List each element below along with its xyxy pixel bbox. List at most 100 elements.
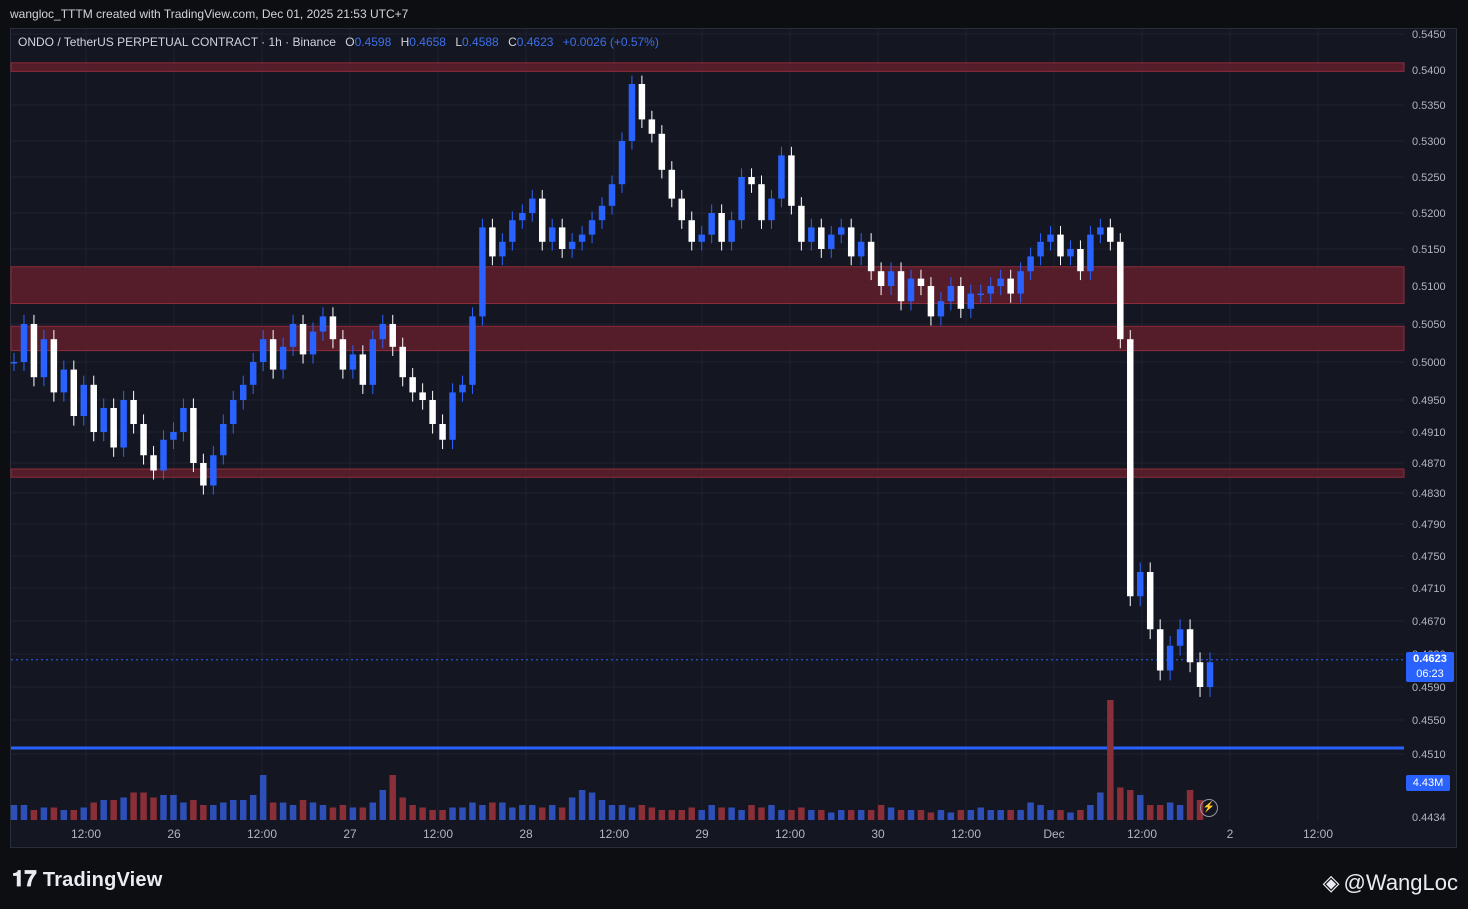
watermark-text: @WangLoc [1343,870,1458,895]
candle-body [1166,645,1174,671]
chart-panel[interactable] [10,28,1457,848]
candle-body [778,155,785,199]
volume-bar [489,802,496,820]
candle-body [748,177,755,185]
volume-bar [1047,810,1054,820]
candle-body [519,213,526,221]
candle-body [1077,249,1084,272]
volume-bar [529,805,536,820]
volume-bar [220,802,227,820]
candle-body [997,278,1004,286]
volume-bar [818,810,825,820]
volume-bar [798,807,805,820]
candle-body [818,227,825,249]
low-key: L [455,35,463,49]
volume-bar [80,807,88,820]
volume-bar [1146,805,1154,820]
volume-bar [618,805,626,820]
change-value: +0.0026 (+0.57%) [562,35,659,49]
candle-body [1067,249,1074,257]
candle-body [658,133,666,170]
high-value: 0.4658 [409,35,446,49]
volume-bar [708,805,715,820]
candle-body [90,384,97,432]
candle-body [120,400,127,448]
candle-body [1196,662,1204,687]
candle-body [409,377,416,393]
price-tick-label: 0.4910 [1412,427,1446,439]
price-tick-label: 0.5300 [1412,136,1446,148]
resistance-zone [10,325,1405,352]
volume-bar [379,790,387,820]
candle-body [688,220,695,242]
volume-bar [538,807,546,820]
volume-bar [429,810,436,820]
candle-body [977,293,985,296]
candle-body [200,463,207,486]
candle-body [469,316,476,385]
candle-body [828,234,835,249]
volume-bar [120,797,127,820]
symbol-name[interactable]: ONDO / TetherUS PERPETUAL CONTRACT · 1h … [18,35,336,49]
volume-bar [499,802,506,820]
candle-body [967,293,975,309]
watermark: ◈ @WangLoc [1323,870,1458,896]
volume-bar [728,807,735,820]
volume-bar [339,805,347,820]
candle-body [917,278,925,286]
price-tick-label: 0.5000 [1412,357,1446,369]
volume-bar [1017,810,1024,820]
resistance-zone [10,62,1405,72]
price-tick-label: 0.4750 [1412,551,1446,563]
volume-bar [349,807,357,820]
volume-bar [997,810,1004,820]
volume-bar [897,810,905,820]
candle-body [140,424,147,456]
volume-bar [479,805,486,820]
time-tick-label: 29 [695,827,709,841]
candle-body [568,241,576,249]
volume-bar [100,800,107,820]
volume-bar [927,812,935,820]
volume-bar [937,810,945,820]
volume-bar [389,775,396,820]
volume-bar [419,807,426,820]
candle-body [638,84,646,120]
volume-bar [648,807,656,820]
volume-tag: 4.43M [1406,775,1450,791]
volume-bar [598,800,606,820]
candle-body [1136,572,1144,597]
volume-bar [130,792,137,820]
volume-bar [309,802,317,820]
candle-body [628,84,636,141]
candle-body [808,227,815,242]
candle-body [279,346,287,370]
candle-body [1027,256,1034,272]
volume-bar [70,810,78,820]
bolt-icon[interactable]: ⚡ [1200,799,1218,817]
candle-body [160,439,167,471]
price-tick-label: 0.5100 [1412,281,1446,293]
volume-bar [319,805,327,820]
candle-body [180,408,187,432]
candle-body [369,339,377,385]
candle-body [309,331,317,355]
candle-body [847,227,855,257]
volume-bar [887,807,895,820]
volume-bar [369,802,377,820]
candle-body [1186,629,1194,663]
tradingview-brand: TradingView [42,869,163,891]
candle-body [857,241,865,257]
candle-body [1146,572,1154,630]
binance-icon: ◈ [1322,870,1340,895]
volume-bar [658,810,666,820]
time-tick-label: 27 [343,827,357,841]
volume-bar [239,800,247,820]
candle-body [110,408,117,448]
candle-body [499,241,506,257]
candle-body [578,234,586,242]
volume-bar [1077,810,1084,820]
price-tick-label: 0.4550 [1412,715,1446,727]
volume-bar [1136,795,1144,820]
